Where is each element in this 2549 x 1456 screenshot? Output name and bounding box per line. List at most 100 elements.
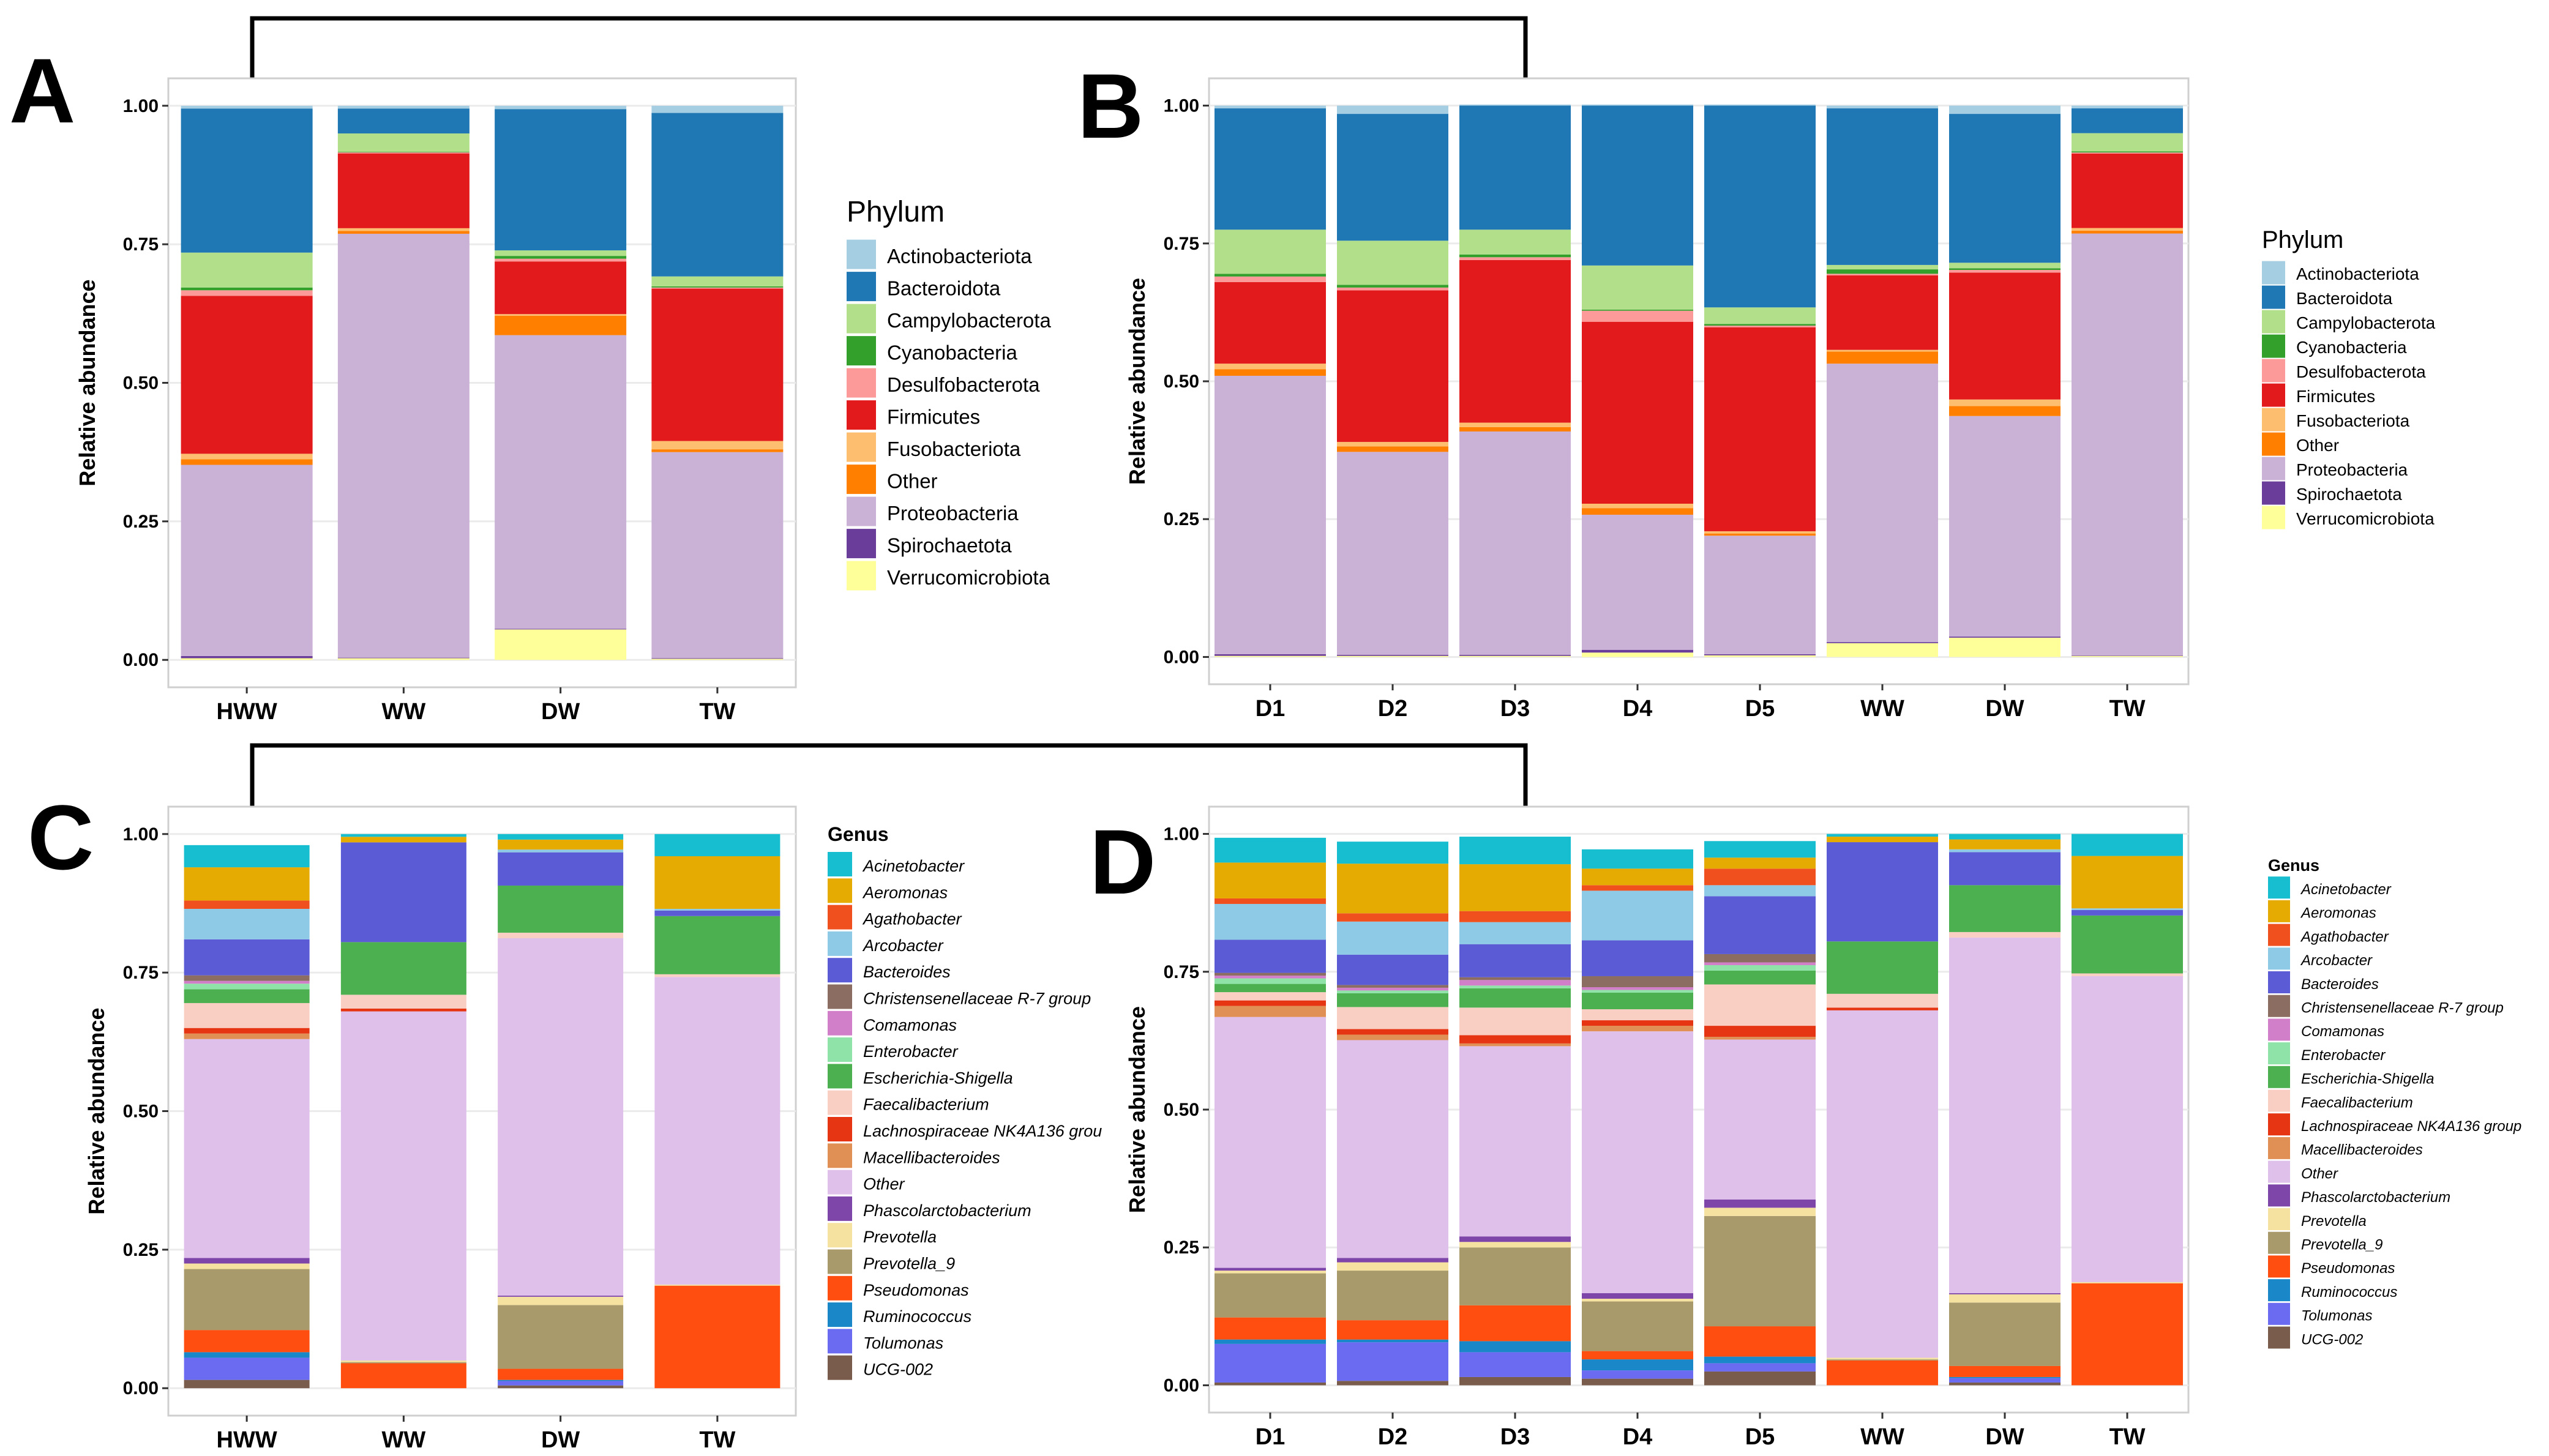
legend-label: Enterobacter: [863, 1042, 959, 1061]
segment-prevotella-9: [340, 1362, 466, 1364]
segment-other: [337, 231, 470, 234]
legend-swatch: [828, 1010, 852, 1036]
segment-spirochaetota: [1459, 654, 1571, 656]
bar-d1: [1215, 105, 1326, 657]
segment-pseudomonas: [1215, 1317, 1326, 1340]
legend-swatch: [828, 1117, 852, 1141]
segment-comamonas: [1704, 962, 1816, 965]
segment-cyanobacteria: [1215, 274, 1326, 277]
x-tick-label: D4: [1623, 1424, 1653, 1450]
legend-label: Faecalibacterium: [2301, 1094, 2413, 1111]
segment-prevotella-9: [1949, 1302, 2061, 1366]
segment-pseudomonas: [1949, 1365, 2061, 1377]
y-tick-label: 1.00: [1164, 96, 1199, 116]
segment-other: [181, 459, 313, 465]
legend-genus-d: Genus Acinetobacter Aeromonas Agathobacter A…: [2268, 856, 2521, 1349]
segment-acinetobacter: [1337, 842, 1448, 864]
segment-prevotella: [2072, 1282, 2183, 1283]
segment-escherichia-shigella: [184, 989, 310, 1003]
segment-campylobacterota: [1827, 264, 1938, 270]
legend-swatch: [2268, 1208, 2290, 1230]
legend-item-proteobacteria: Proteobacteria: [847, 496, 1019, 526]
legend-swatch: [828, 984, 852, 1009]
legend-label: Bacteroidota: [2296, 289, 2393, 308]
y-tick-label: 0.25: [123, 1240, 159, 1260]
segment-fusobacteriota: [1582, 503, 1693, 509]
y-tick-label: 0.00: [123, 650, 159, 670]
segment-other: [1337, 1040, 1448, 1258]
legend-swatch: [828, 1064, 852, 1089]
segment-fusobacteriota: [2072, 228, 2183, 231]
segment-campylobacterota: [495, 250, 627, 256]
x-tick-label: DW: [1985, 1424, 2024, 1450]
segment-bacteroides: [1215, 939, 1326, 973]
segment-prevotella-9: [498, 1305, 624, 1369]
legend-item-verrucomicrobiota: Verrucomicrobiota: [847, 561, 1050, 591]
bar-d3: [1459, 837, 1571, 1386]
legend-item-actinobacteriota: Actinobacteriota: [847, 239, 1032, 269]
legend-label: Fusobacteriota: [2296, 411, 2410, 430]
segment-proteobacteria: [495, 335, 627, 629]
segment-other: [1949, 937, 2061, 1293]
segment-aeromonas: [1949, 839, 2061, 849]
legend-label: Spirochaetota: [2296, 485, 2402, 504]
x-tick-label: TW: [2109, 696, 2145, 722]
segment-actinobacteriota: [2072, 105, 2183, 109]
segment-prevotella-9: [1459, 1247, 1571, 1305]
bar-d2: [1337, 842, 1448, 1386]
x-tick-label: HWW: [217, 699, 277, 725]
legend-item-campylobacterota: Campylobacterota: [847, 304, 1051, 334]
segment-aeromonas: [1337, 864, 1448, 914]
bar-d5: [1704, 104, 1816, 657]
segment-faecalibacterium: [2072, 973, 2183, 976]
segment-prevotella-9: [1704, 1215, 1816, 1327]
bar-d3: [1459, 104, 1571, 657]
segment-prevotella: [1459, 1242, 1571, 1248]
bar-tw: [654, 834, 780, 1389]
y-tick-label: 0.50: [123, 1102, 159, 1122]
segment-other: [1459, 427, 1571, 431]
segment-fusobacteriota: [495, 314, 627, 316]
segment-phascolarctobacterium: [1949, 1293, 2061, 1294]
segment-agathobacter: [1337, 913, 1448, 922]
chart-panel-c: 0.00 0.25 0.50 0.75 1.00 Relative abundance HW…: [84, 805, 797, 1453]
legend-item-macellibacteroides: Macellibacteroides: [828, 1143, 1000, 1168]
segment-other: [1949, 406, 2061, 416]
x-tick-label: D5: [1745, 696, 1775, 722]
segment-bacteroides: [654, 910, 780, 916]
segment-acinetobacter: [1215, 837, 1326, 863]
legend-swatch: [2268, 876, 2290, 899]
segment-faecalibacterium: [654, 974, 780, 977]
segment-ruminococcus: [1337, 1339, 1448, 1343]
segment-escherichia-shigella: [2072, 915, 2183, 974]
legend-swatch: [2262, 408, 2285, 431]
segment-prevotella: [340, 1360, 466, 1362]
segment-prevotella: [1582, 1299, 1693, 1302]
segment-cyanobacteria: [1459, 254, 1571, 258]
x-tick-label: D5: [1745, 1424, 1775, 1450]
legend-item-lachnospiraceae-nk4a136-group: Lachnospiraceae NK4A136 grou: [828, 1117, 1102, 1141]
segment-actinobacteriota: [495, 105, 627, 110]
segment-arcobacter: [1949, 849, 2061, 853]
segment-christensenellaceae-r-7-group: [1215, 973, 1326, 976]
bar-hww: [184, 845, 310, 1389]
segment-other: [1459, 1046, 1571, 1237]
legend-item-other: Other: [847, 465, 938, 495]
segment-escherichia-shigella: [1582, 993, 1693, 1010]
segment-pseudomonas: [340, 1363, 466, 1389]
bracket-connector-cd: [250, 743, 1528, 811]
segment-firmicutes: [337, 153, 470, 228]
panel-label-c: C: [28, 786, 94, 889]
legend-label: Phascolarctobacterium: [863, 1201, 1031, 1220]
y-tick-label: 0.75: [1164, 234, 1199, 254]
segment-bacteroides: [1949, 852, 2061, 886]
legend-swatch: [847, 272, 876, 302]
segment-cyanobacteria: [495, 256, 627, 259]
segment-fusobacteriota: [1949, 399, 2061, 406]
segment-agathobacter: [1459, 911, 1571, 922]
segment-ruminococcus: [184, 1352, 310, 1358]
segment-campylobacterota: [1337, 241, 1448, 285]
legend-swatch: [2262, 432, 2285, 456]
segment-escherichia-shigella: [498, 885, 624, 933]
segment-other: [184, 1039, 310, 1258]
